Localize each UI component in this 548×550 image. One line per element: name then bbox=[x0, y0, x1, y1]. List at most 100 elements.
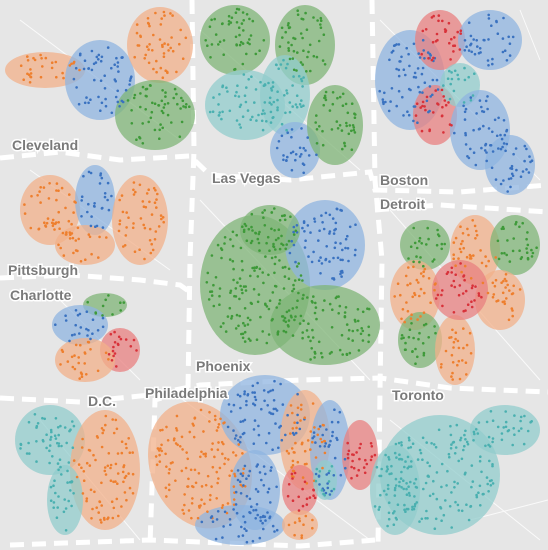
point bbox=[86, 300, 89, 304]
point bbox=[456, 73, 460, 77]
point bbox=[253, 269, 256, 272]
point bbox=[421, 91, 424, 94]
cluster-points bbox=[288, 207, 357, 281]
point bbox=[409, 446, 413, 449]
point bbox=[109, 479, 113, 483]
point bbox=[353, 318, 357, 322]
point bbox=[210, 290, 214, 293]
point bbox=[418, 236, 422, 240]
point bbox=[294, 229, 298, 233]
point bbox=[249, 241, 253, 245]
point bbox=[435, 32, 439, 36]
point bbox=[452, 44, 455, 48]
point bbox=[301, 331, 305, 334]
point bbox=[502, 142, 506, 145]
point bbox=[320, 262, 324, 265]
point bbox=[221, 85, 224, 89]
point bbox=[159, 214, 163, 217]
point bbox=[217, 43, 220, 46]
point bbox=[232, 429, 235, 432]
point bbox=[512, 152, 515, 156]
point bbox=[59, 465, 62, 469]
point bbox=[412, 42, 416, 46]
point bbox=[526, 243, 530, 247]
point bbox=[300, 536, 304, 540]
point bbox=[448, 455, 451, 459]
point bbox=[475, 493, 478, 497]
point bbox=[271, 317, 274, 321]
point bbox=[220, 256, 223, 260]
point bbox=[235, 119, 239, 122]
point bbox=[323, 96, 326, 100]
point bbox=[383, 91, 386, 95]
point bbox=[185, 103, 188, 106]
point bbox=[245, 239, 249, 242]
point bbox=[341, 104, 345, 107]
point bbox=[504, 273, 508, 276]
point bbox=[332, 487, 336, 491]
point bbox=[266, 235, 270, 239]
point bbox=[535, 246, 538, 249]
point bbox=[473, 432, 476, 436]
point bbox=[503, 133, 507, 137]
point bbox=[500, 281, 503, 285]
point bbox=[324, 491, 328, 495]
point bbox=[315, 55, 319, 59]
point bbox=[204, 39, 207, 42]
point bbox=[265, 120, 268, 123]
point bbox=[235, 7, 239, 11]
point bbox=[87, 101, 90, 105]
point bbox=[344, 306, 348, 309]
point bbox=[465, 503, 468, 507]
point bbox=[496, 425, 500, 429]
point bbox=[270, 466, 273, 469]
point bbox=[401, 95, 404, 99]
point bbox=[243, 340, 247, 343]
point bbox=[238, 105, 242, 109]
point bbox=[505, 297, 508, 300]
point bbox=[227, 458, 230, 461]
point bbox=[352, 126, 356, 129]
point bbox=[249, 34, 253, 37]
point bbox=[354, 248, 357, 252]
point bbox=[109, 463, 113, 467]
point bbox=[222, 39, 226, 42]
point bbox=[341, 248, 344, 252]
point bbox=[263, 101, 267, 104]
point bbox=[249, 301, 253, 305]
point bbox=[268, 96, 272, 100]
point bbox=[271, 388, 275, 392]
point bbox=[270, 89, 274, 92]
point bbox=[474, 285, 477, 288]
point bbox=[200, 485, 204, 488]
point bbox=[285, 92, 289, 95]
point bbox=[440, 363, 443, 366]
point bbox=[236, 84, 239, 87]
point bbox=[107, 353, 111, 356]
point bbox=[213, 455, 216, 459]
point bbox=[250, 225, 253, 229]
point bbox=[462, 346, 465, 350]
point bbox=[347, 328, 351, 332]
point bbox=[235, 90, 238, 94]
point bbox=[247, 78, 250, 81]
point bbox=[452, 279, 456, 283]
point bbox=[125, 211, 128, 214]
point bbox=[469, 277, 473, 280]
point bbox=[238, 394, 242, 398]
point bbox=[193, 416, 197, 420]
point bbox=[426, 51, 430, 54]
point bbox=[132, 338, 136, 342]
point bbox=[352, 453, 355, 457]
point bbox=[191, 485, 195, 489]
point bbox=[254, 517, 257, 520]
point bbox=[161, 216, 165, 219]
point bbox=[159, 23, 163, 26]
point bbox=[322, 227, 326, 231]
point bbox=[133, 93, 137, 97]
point bbox=[104, 351, 108, 355]
point bbox=[182, 512, 186, 515]
point bbox=[23, 212, 27, 215]
point bbox=[451, 361, 455, 364]
point bbox=[301, 18, 305, 21]
